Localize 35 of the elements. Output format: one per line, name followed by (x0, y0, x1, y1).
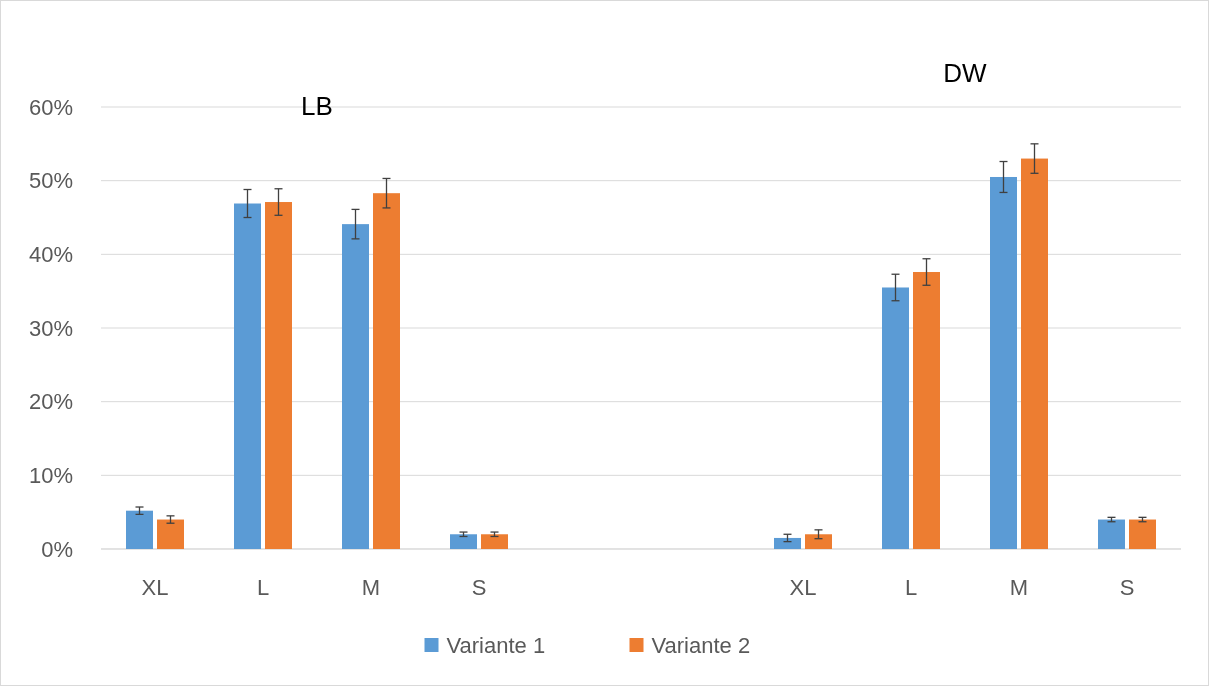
x-tick-label: M (361, 575, 381, 600)
y-tick-label: 50% (28, 168, 73, 194)
x-tick-label: XL (141, 575, 169, 600)
bar (481, 534, 508, 549)
legend-label: Variante 2 (651, 632, 751, 658)
y-tick-label: 60% (28, 94, 73, 120)
bar (1021, 158, 1048, 549)
x-tick-label: S (471, 575, 487, 600)
x-tick-label: XL (789, 575, 817, 600)
y-tick-label: 20% (28, 389, 73, 415)
y-tick-label: 10% (28, 463, 73, 489)
bar (450, 534, 477, 549)
x-tick-label: S (1119, 575, 1135, 600)
bar (234, 203, 261, 549)
x-tick-label: L (904, 575, 918, 600)
x-tick-label: L (256, 575, 270, 600)
x-tick-label: M (1009, 575, 1029, 600)
bar (990, 176, 1017, 549)
legend-label: Variante 1 (446, 632, 546, 658)
bar (1098, 519, 1125, 549)
bar (1129, 519, 1156, 549)
bar (913, 272, 940, 549)
bar (805, 534, 832, 549)
bar (157, 519, 184, 549)
bar (265, 202, 292, 549)
annotation: LB (301, 91, 333, 121)
bar (126, 510, 153, 549)
y-tick-label: 30% (28, 315, 73, 341)
bar (882, 287, 909, 549)
bar (774, 537, 801, 549)
bar (342, 224, 369, 549)
y-tick-label: 40% (28, 242, 73, 268)
text: DW (943, 58, 988, 88)
bar (373, 193, 400, 549)
y-tick-label: 0% (41, 536, 73, 562)
